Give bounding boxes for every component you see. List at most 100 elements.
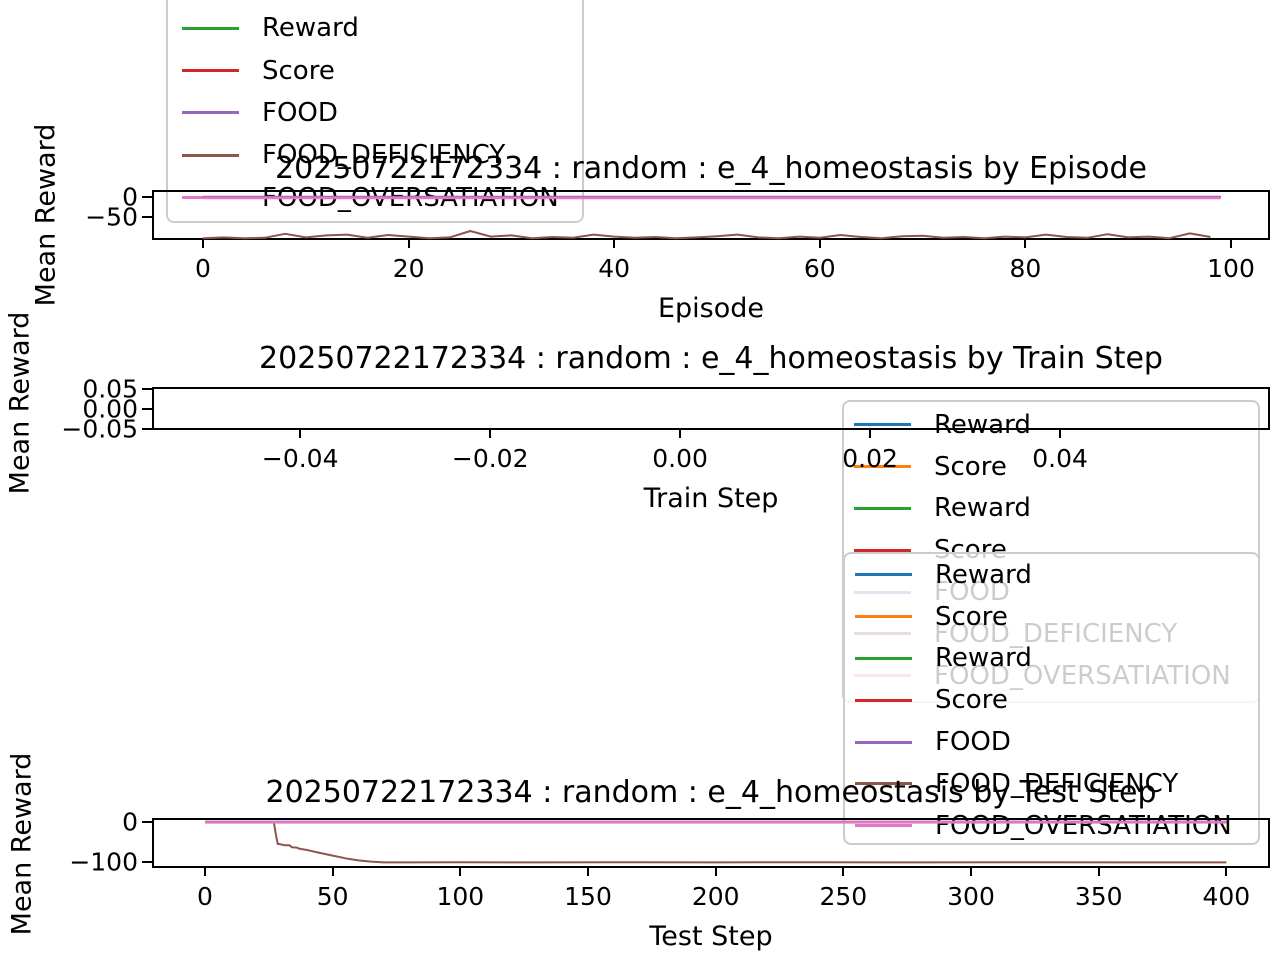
legend-line-swatch [855, 782, 912, 786]
x-tick-mark [1024, 240, 1027, 248]
x-tick-label: 250 [819, 882, 868, 911]
x-tick-mark [489, 430, 492, 438]
y-tick-label: −50 [85, 202, 138, 232]
legend-line-swatch [854, 506, 911, 510]
plot-lines [205, 820, 1227, 864]
axes-frame [152, 818, 1270, 868]
x-tick-mark [679, 430, 682, 438]
x-tick-mark [869, 430, 872, 438]
x-tick-mark [1059, 430, 1062, 438]
legend-item-label: FOOD_DEFICIENCY [262, 140, 506, 171]
x-tick-mark [204, 868, 206, 876]
plot-lines [152, 387, 1270, 430]
legend-line-swatch [182, 69, 239, 73]
legend-item: Reward [854, 488, 1258, 530]
legend-front-overlay: Reward Score Reward Score FOOD FOOD_DEFICIENC… [843, 552, 1260, 845]
y-tick-label: −0.05 [61, 414, 138, 444]
legend-item: Reward [854, 404, 1258, 446]
series-food_deficiency [205, 821, 1227, 864]
plot-title: 20250722172334 : random : e_4_homeostasi… [275, 151, 1147, 186]
x-tick-label: 20 [392, 254, 425, 283]
y-tick-mark [142, 388, 152, 390]
legend-item: Reward [855, 638, 1258, 680]
legend-item-label: Reward [935, 559, 1032, 590]
legend-line-swatch [855, 740, 912, 744]
legend-item: FOOD_OVERSATIATION [855, 805, 1258, 847]
x-tick-label: 400 [1202, 882, 1251, 911]
x-tick-label: −0.02 [451, 444, 529, 473]
legend-item-label: FOOD [262, 97, 338, 128]
legend-episode: Reward Score FOOD FOOD_DEFICIENCY FOOD_OVERS… [166, 0, 584, 223]
x-tick-label: −0.04 [261, 444, 339, 473]
legend-item: Score [855, 596, 1258, 638]
axes-frame [152, 387, 1270, 430]
y-tick-label: 0.00 [82, 394, 138, 424]
x-axis-label: Episode [657, 293, 765, 324]
legend-item-label: FOOD [935, 727, 1011, 758]
x-tick-label: 80 [1009, 254, 1042, 283]
legend-item-label: Reward [935, 643, 1032, 674]
x-tick-mark [459, 868, 462, 876]
legend-item: FOOD_DEFICIENCY [182, 134, 582, 176]
y-tick-mark [142, 428, 152, 430]
x-tick-mark [818, 240, 821, 248]
legend-item: Reward [182, 7, 582, 49]
y-tick-mark [142, 216, 152, 218]
x-tick-label: 100 [1207, 254, 1255, 283]
x-tick-label: 350 [1074, 882, 1123, 911]
legend-line-swatch [855, 656, 912, 660]
x-tick-mark [587, 868, 589, 876]
x-tick-label: 0 [195, 254, 211, 283]
y-tick-label: 0 [122, 182, 138, 212]
y-tick-label: 0.05 [82, 374, 138, 404]
legend-line-swatch [855, 573, 912, 577]
x-tick-label: 0.04 [1032, 444, 1088, 473]
legend-item-label: Score [262, 55, 335, 86]
legend-item-label: FOOD_DEFICIENCY [935, 768, 1179, 799]
y-tick-mark [142, 196, 152, 198]
axes-frame [152, 190, 1270, 240]
legend-item: FOOD [182, 92, 582, 134]
x-tick-mark [1097, 868, 1100, 876]
legend-line-swatch [182, 111, 239, 115]
x-tick-label: 0.02 [842, 444, 898, 473]
y-axis-label: Mean Reward [6, 752, 38, 936]
x-tick-mark [1225, 868, 1228, 876]
x-tick-mark [970, 868, 972, 876]
x-axis-label: Test Step [649, 921, 773, 952]
legend-item: Score [854, 446, 1258, 488]
x-tick-mark [202, 240, 204, 248]
legend-item-label: Reward [262, 13, 359, 44]
x-tick-mark [613, 240, 616, 248]
x-tick-mark [331, 868, 334, 876]
legend-line-swatch [855, 698, 912, 702]
y-axis-label: Mean Reward [30, 123, 62, 307]
legend-item-label: Score [935, 685, 1008, 716]
x-tick-label: 300 [947, 882, 995, 911]
x-tick-mark [1230, 240, 1232, 248]
series-food_deficiency [202, 230, 1211, 240]
plot-title: 20250722172334 : random : e_4_homeostasi… [265, 775, 1157, 810]
x-tick-label: 150 [564, 882, 612, 911]
y-tick-mark [142, 861, 152, 863]
y-tick-label: 0 [122, 807, 138, 837]
x-tick-mark [299, 430, 302, 438]
x-tick-label: 0 [197, 882, 213, 911]
x-tick-label: 40 [598, 254, 631, 283]
x-tick-mark [714, 868, 717, 876]
legend-line-swatch [854, 423, 911, 427]
legend-item-label: Reward [934, 409, 1031, 440]
y-tick-mark [142, 821, 152, 823]
legend-item: Score [855, 679, 1258, 721]
legend-item-label: Reward [934, 493, 1031, 524]
y-axis-label: Mean Reward [4, 311, 36, 495]
legend-item-label: FOOD_OVERSATIATION [935, 810, 1232, 841]
legend-line-swatch [182, 153, 239, 157]
x-tick-mark [842, 868, 845, 876]
x-tick-mark [407, 240, 410, 248]
legend-line-swatch [854, 548, 911, 552]
x-axis-label: Train Step [643, 483, 779, 514]
legend-item: Reward [855, 554, 1258, 596]
legend-item-label: Score [934, 451, 1007, 482]
